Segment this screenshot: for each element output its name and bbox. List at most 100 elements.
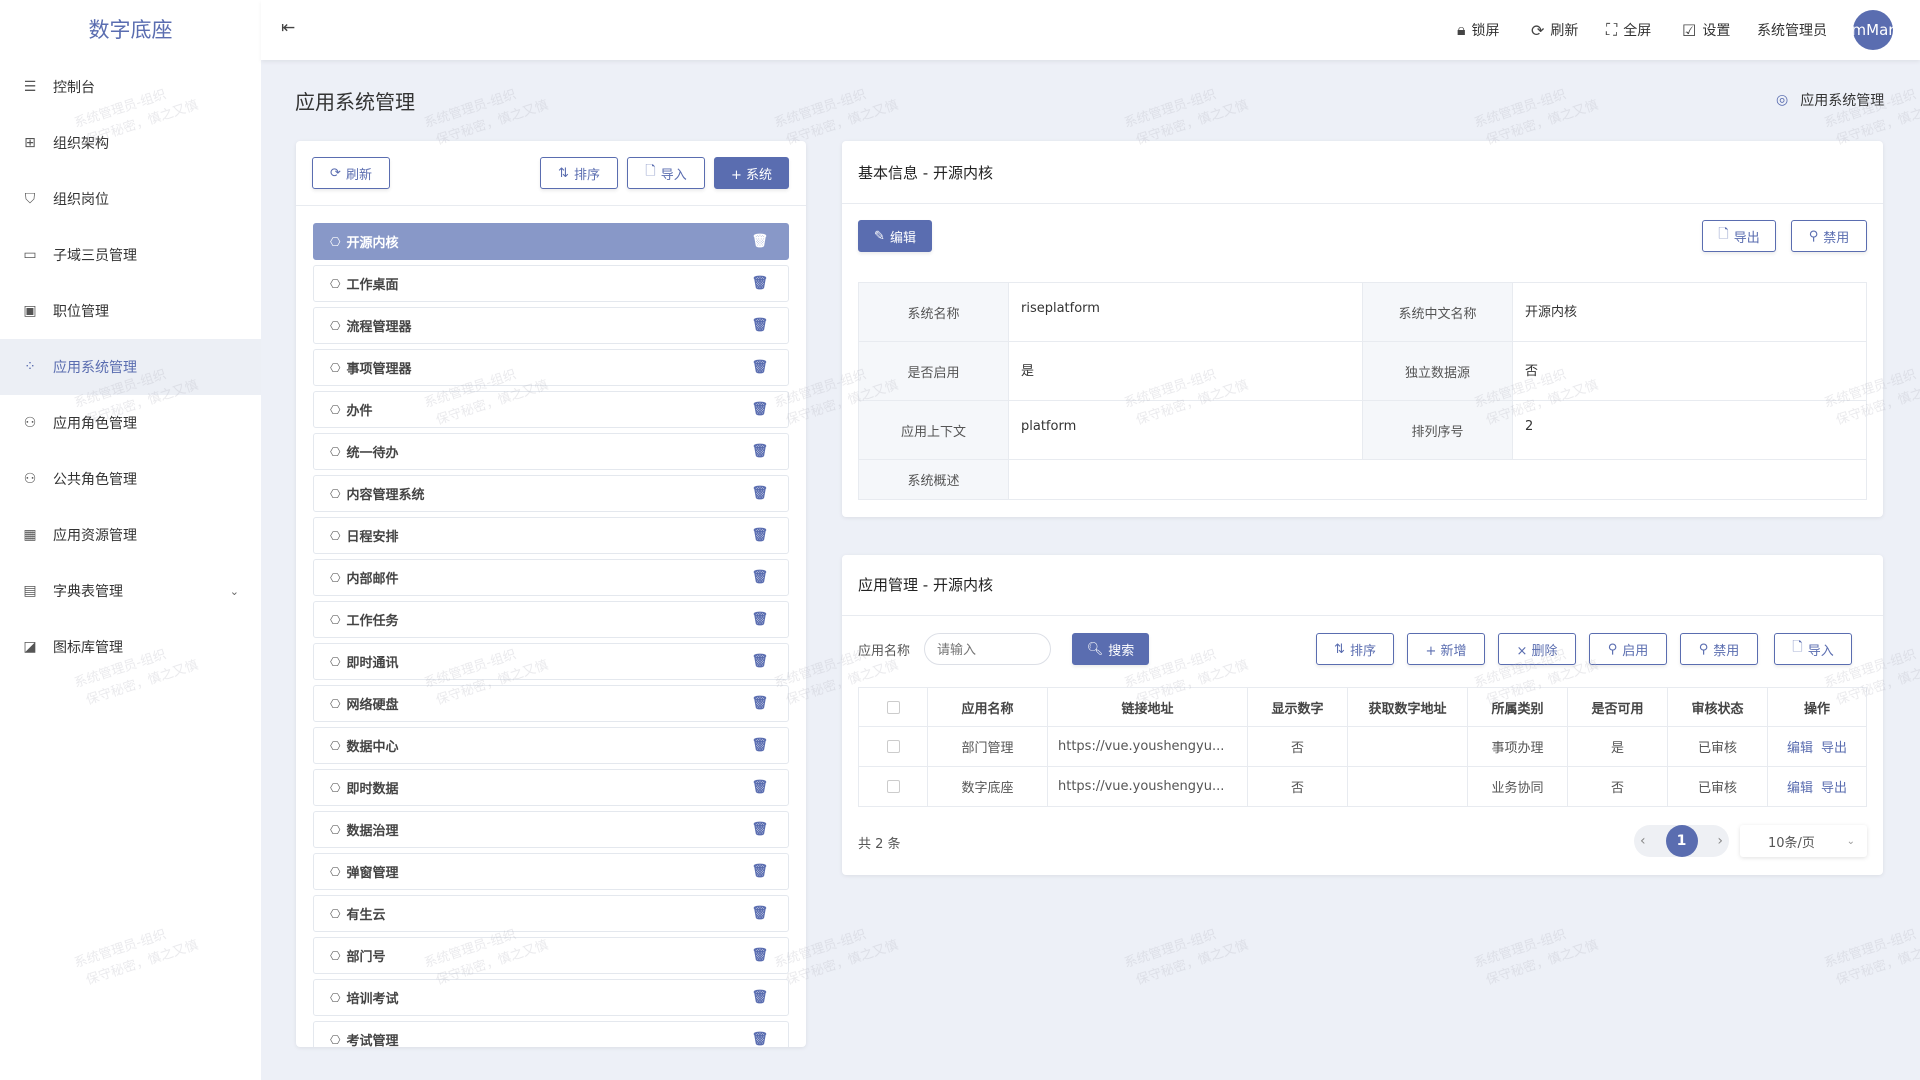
system-list-item[interactable]: ⎔ 工作任务 🗑︎ — [313, 601, 789, 638]
sidebar-item[interactable]: ▭ 子域三员管理 — [0, 227, 261, 283]
hexagon-icon: ⎔ — [330, 612, 341, 627]
sidebar-item[interactable]: ▦ 应用资源管理 — [0, 507, 261, 563]
sidebar-item[interactable]: ⊞ 组织架构 — [0, 115, 261, 171]
system-list-item[interactable]: ⎔ 弹窗管理 🗑︎ — [313, 853, 789, 890]
sort-button[interactable]: ⇅ 排序 — [540, 157, 618, 189]
menu-fold-icon[interactable]: ⇤ — [281, 18, 296, 38]
system-list-item[interactable]: ⎔ 内部邮件 🗑︎ — [313, 559, 789, 596]
system-list-item[interactable]: ⎔ 办件 🗑︎ — [313, 391, 789, 428]
sidebar-item[interactable]: ▤ 字典表管理 ⌄ — [0, 563, 261, 619]
trash-icon[interactable]: 🗑︎ — [751, 486, 768, 501]
delete-app-button[interactable]: × 删除 — [1498, 633, 1576, 665]
app-name-search-input[interactable] — [924, 633, 1051, 665]
edit-button[interactable]: ✎ 编辑 — [858, 220, 932, 252]
add-system-button[interactable]: + 系统 — [714, 157, 789, 189]
system-cn-name-value: 开源内核 — [1512, 282, 1867, 342]
settings-button[interactable]: ☑ 设置 — [1682, 20, 1731, 40]
disable-button[interactable]: ⚲ 禁用 — [1791, 220, 1867, 252]
system-list-item[interactable]: ⎔ 日程安排 🗑︎ — [313, 517, 789, 554]
row-checkbox[interactable] — [858, 766, 928, 807]
user-name[interactable]: 系统管理员 — [1757, 23, 1827, 39]
search-button[interactable]: 🔍︎ 搜索 — [1072, 633, 1149, 665]
export-link[interactable]: 导出 — [1821, 741, 1848, 756]
cell-category: 事项办理 — [1467, 726, 1568, 767]
system-name: 数据中心 — [346, 740, 399, 755]
system-name: 工作任务 — [346, 614, 399, 629]
sidebar-item[interactable]: ☰ 控制台 — [0, 59, 261, 115]
sidebar-item[interactable]: ⚇ 应用角色管理 — [0, 395, 261, 451]
system-list-item[interactable]: ⎔ 部门号 🗑︎ — [313, 937, 789, 974]
trash-icon[interactable]: 🗑︎ — [751, 612, 768, 627]
hexagon-icon: ⎔ — [330, 402, 341, 417]
system-list-item[interactable]: ⎔ 内容管理系统 🗑︎ — [313, 475, 789, 512]
system-list-item[interactable]: ⎔ 流程管理器 🗑︎ — [313, 307, 789, 344]
enable-app-button[interactable]: ⚲ 启用 — [1589, 633, 1667, 665]
trash-icon[interactable]: 🗑︎ — [751, 1032, 768, 1047]
trash-icon[interactable]: 🗑︎ — [751, 528, 768, 543]
system-list-item[interactable]: ⎔ 数据中心 🗑︎ — [313, 727, 789, 764]
next-page-icon[interactable]: › — [1717, 833, 1723, 849]
trash-icon[interactable]: 🗑︎ — [751, 906, 768, 921]
import-button[interactable]: 🗋 导入 — [627, 157, 705, 189]
import-app-button[interactable]: 🗋 导入 — [1774, 633, 1852, 665]
field-label: 系统概述 — [858, 459, 1009, 500]
select-all-checkbox[interactable] — [858, 687, 928, 727]
prev-page-icon[interactable]: ‹ — [1640, 833, 1646, 849]
page-1-button[interactable]: 1 — [1665, 825, 1698, 857]
sidebar-item[interactable]: ▣ 职位管理 — [0, 283, 261, 339]
system-list-item[interactable]: ⎔ 考试管理 🗑︎ — [313, 1021, 789, 1047]
system-list-item[interactable]: ⎔ 培训考试 🗑︎ — [313, 979, 789, 1016]
app-management-card: 应用管理 - 开源内核 应用名称 🔍︎搜索 ⇅排序 + 新增 × 删除 ⚲启用 … — [842, 555, 1883, 875]
export-link[interactable]: 导出 — [1821, 781, 1848, 796]
export-button[interactable]: 🗋 导出 — [1702, 220, 1776, 252]
system-list-item[interactable]: ⎔ 网络硬盘 🗑︎ — [313, 685, 789, 722]
page-size-select[interactable]: 10条/页 ⌄ — [1740, 825, 1867, 857]
system-list-item[interactable]: ⎔ 统一待办 🗑︎ — [313, 433, 789, 470]
trash-icon[interactable]: 🗑︎ — [751, 234, 768, 249]
watermark-line: 系统管理员-组织 — [1472, 87, 1569, 132]
system-list-item[interactable]: ⎔ 即时通讯 🗑︎ — [313, 643, 789, 680]
system-list-item[interactable]: ⎔ 即时数据 🗑︎ — [313, 769, 789, 806]
sidebar-item[interactable]: ⁘ 应用系统管理 — [0, 339, 261, 395]
system-list-item[interactable]: ⎔ 有生云 🗑︎ — [313, 895, 789, 932]
add-app-button[interactable]: + 新增 — [1407, 633, 1485, 665]
sidebar-item[interactable]: ⛉ 组织岗位 — [0, 171, 261, 227]
sort-apps-button[interactable]: ⇅ 排序 — [1316, 633, 1394, 665]
edit-link[interactable]: 编辑 — [1786, 781, 1813, 796]
sidebar-item[interactable]: ⚇ 公共角色管理 — [0, 451, 261, 507]
trash-icon[interactable]: 🗑︎ — [751, 780, 768, 795]
disable-app-button[interactable]: ⚲ 禁用 — [1680, 633, 1758, 665]
table-row: 数字底座 https://vue.youshengyu... 否业务协同否已审核 编辑… — [858, 766, 1867, 807]
avatar[interactable]: mMar — [1853, 10, 1893, 50]
system-list-item[interactable]: ⎔ 事项管理器 🗑︎ — [313, 349, 789, 386]
lock-screen-button[interactable]: 🔒︎ 锁屏 — [1457, 20, 1500, 39]
refresh-list-button[interactable]: ⟳ 刷新 — [312, 157, 390, 189]
system-list-item[interactable]: ⎔ 数据治理 🗑︎ — [313, 811, 789, 848]
trash-icon[interactable]: 🗑︎ — [751, 402, 768, 417]
row-checkbox[interactable] — [858, 726, 928, 767]
trash-icon[interactable]: 🗑︎ — [751, 318, 768, 333]
trash-icon[interactable]: 🗑︎ — [751, 654, 768, 669]
trash-icon[interactable]: 🗑︎ — [751, 276, 768, 291]
fullscreen-button[interactable]: ⛶ 全屏 — [1606, 20, 1652, 39]
breadcrumb-item[interactable]: 应用系统管理 — [1800, 93, 1885, 109]
trash-icon[interactable]: 🗑︎ — [751, 948, 768, 963]
trash-icon[interactable]: 🗑︎ — [751, 864, 768, 879]
hexagon-icon: ⎔ — [330, 528, 341, 543]
trash-icon[interactable]: 🗑︎ — [751, 570, 768, 585]
sidebar-item[interactable]: ◪ 图标库管理 — [0, 619, 261, 675]
watermark-line: 系统管理员-组织 — [1472, 927, 1569, 972]
refresh-button[interactable]: ⟳ 刷新 — [1531, 20, 1579, 40]
cell-actions: 编辑 导出 — [1767, 766, 1867, 807]
system-list-item[interactable]: ⎔ 工作桌面 🗑︎ — [313, 265, 789, 302]
cell-available: 否 — [1567, 766, 1668, 807]
field-label: 是否启用 — [858, 341, 1009, 401]
trash-icon[interactable]: 🗑︎ — [751, 738, 768, 753]
trash-icon[interactable]: 🗑︎ — [751, 696, 768, 711]
trash-icon[interactable]: 🗑︎ — [751, 990, 768, 1005]
system-list-item[interactable]: ⎔ 开源内核 🗑︎ — [313, 223, 789, 260]
trash-icon[interactable]: 🗑︎ — [751, 822, 768, 837]
edit-link[interactable]: 编辑 — [1786, 741, 1813, 756]
trash-icon[interactable]: 🗑︎ — [751, 360, 768, 375]
trash-icon[interactable]: 🗑︎ — [751, 444, 768, 459]
